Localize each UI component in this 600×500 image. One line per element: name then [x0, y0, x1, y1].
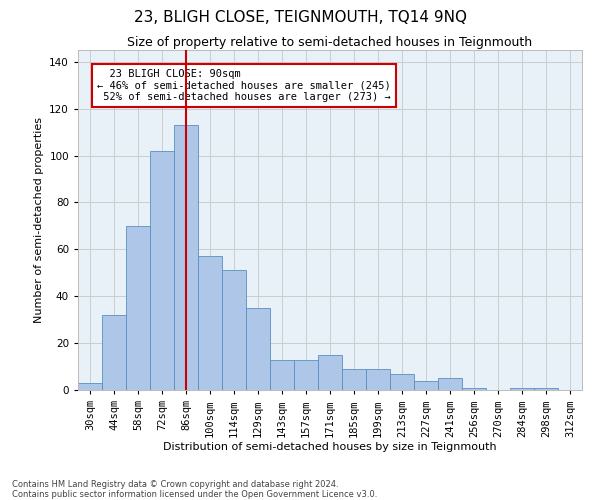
Title: Size of property relative to semi-detached houses in Teignmouth: Size of property relative to semi-detach… [127, 36, 533, 49]
Bar [462, 388, 486, 390]
Bar [342, 369, 366, 390]
Text: 23, BLIGH CLOSE, TEIGNMOUTH, TQ14 9NQ: 23, BLIGH CLOSE, TEIGNMOUTH, TQ14 9NQ [133, 10, 467, 25]
Bar [222, 270, 246, 390]
Bar [78, 383, 102, 390]
Bar [414, 380, 438, 390]
Bar [510, 388, 534, 390]
Bar [246, 308, 270, 390]
Y-axis label: Number of semi-detached properties: Number of semi-detached properties [34, 117, 44, 323]
Text: 23 BLIGH CLOSE: 90sqm
← 46% of semi-detached houses are smaller (245)
 52% of se: 23 BLIGH CLOSE: 90sqm ← 46% of semi-deta… [97, 69, 391, 102]
Bar [198, 256, 222, 390]
Bar [534, 388, 558, 390]
Text: Contains HM Land Registry data © Crown copyright and database right 2024.
Contai: Contains HM Land Registry data © Crown c… [12, 480, 377, 499]
Bar [390, 374, 414, 390]
Bar [174, 125, 198, 390]
X-axis label: Distribution of semi-detached houses by size in Teignmouth: Distribution of semi-detached houses by … [163, 442, 497, 452]
Bar [150, 151, 174, 390]
Bar [438, 378, 462, 390]
Bar [318, 355, 342, 390]
Bar [126, 226, 150, 390]
Bar [294, 360, 318, 390]
Bar [102, 315, 126, 390]
Bar [366, 369, 390, 390]
Bar [270, 360, 294, 390]
